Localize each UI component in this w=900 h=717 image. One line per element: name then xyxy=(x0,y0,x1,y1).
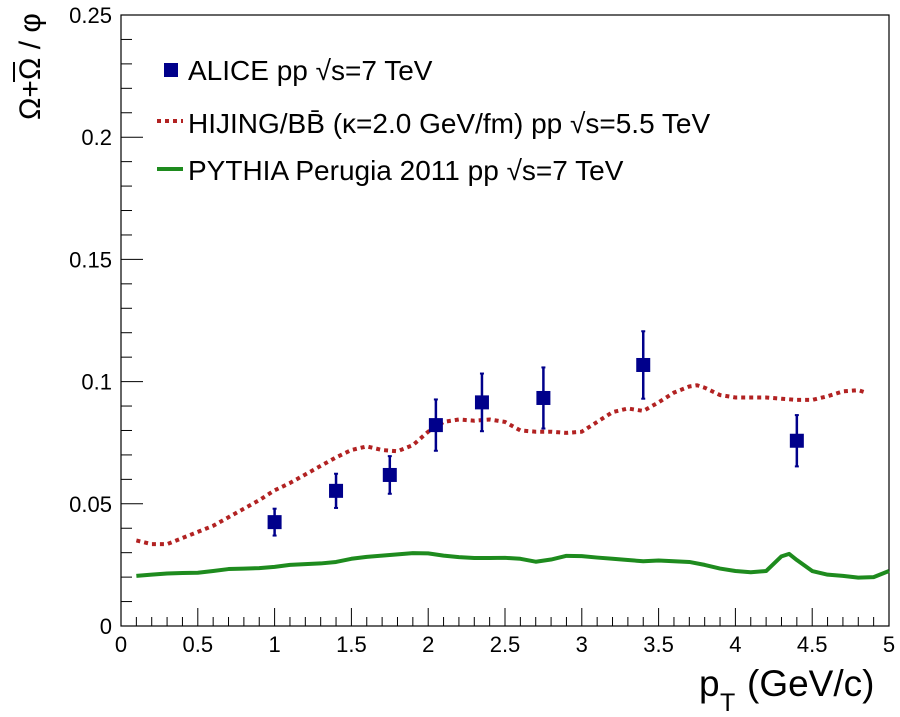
x-tick-label: 1 xyxy=(268,632,280,657)
alice-data-point xyxy=(382,467,397,482)
svg-text:Ω+Ω / φ: Ω+Ω / φ xyxy=(14,13,47,120)
legend-label-pythia: PYTHIA Perugia 2011 pp √s=7 TeV xyxy=(188,155,624,186)
x-tick-label: 2 xyxy=(422,632,434,657)
svg-text:T: T xyxy=(720,689,735,717)
legend-label-alice: ALICE pp √s=7 TeV xyxy=(188,55,433,86)
x-tick-label: 3 xyxy=(576,632,588,657)
x-axis-label: p T (GeV/c) xyxy=(699,663,874,717)
x-tick-label: 3.5 xyxy=(643,632,674,657)
plot-area xyxy=(135,330,890,580)
x-tick-label: 0.5 xyxy=(183,632,214,657)
y-axis-label: Ω+Ω / φ xyxy=(13,13,47,120)
alice-data-point xyxy=(474,395,489,410)
x-tick-label: 0 xyxy=(115,632,127,657)
hijing-line xyxy=(135,383,867,547)
legend-marker-alice xyxy=(164,63,178,77)
x-tick-label: 2.5 xyxy=(490,632,521,657)
alice-data-point xyxy=(536,390,551,405)
alice-data-point xyxy=(329,483,344,498)
y-tick-label: 0.15 xyxy=(69,247,112,272)
y-tick-label: 0.05 xyxy=(69,492,112,517)
legend: ALICE pp √s=7 TeV HIJING/BB̄ (κ=2.0 GeV/f… xyxy=(157,55,710,186)
y-tick-label: 0.1 xyxy=(81,370,112,395)
y-tick-label: 0.25 xyxy=(69,3,112,28)
svg-text:p: p xyxy=(699,663,720,704)
legend-label-hijing: HIJING/BB̄ (κ=2.0 GeV/fm) pp √s=5.5 TeV xyxy=(188,108,710,139)
x-tick-label: 1.5 xyxy=(336,632,367,657)
svg-text:(GeV/c): (GeV/c) xyxy=(747,663,874,704)
alice-data-point xyxy=(636,357,651,372)
pythia-line xyxy=(136,551,890,580)
x-tick-label: 4.5 xyxy=(797,632,828,657)
y-tick-label: 0 xyxy=(100,614,112,639)
alice-data-point xyxy=(267,515,282,530)
alice-data-point xyxy=(428,418,443,433)
x-tick-label: 5 xyxy=(883,632,895,657)
alice-data-point xyxy=(789,433,804,448)
x-tick-label: 4 xyxy=(729,632,741,657)
y-tick-label: 0.2 xyxy=(81,125,112,150)
axes: 0 0.5 1 1.5 2 2.5 3 3.5 4 4.5 5 0 0.05 0.1 0.15 0.2 0.25 xyxy=(69,3,895,657)
plot-frame xyxy=(120,14,890,627)
